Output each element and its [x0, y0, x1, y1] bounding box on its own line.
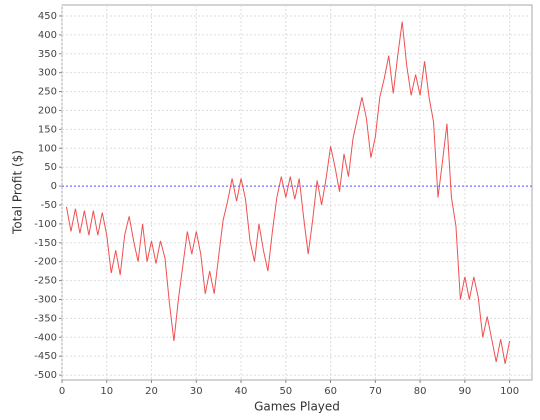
- y-tick-label: 450: [38, 11, 57, 22]
- y-tick-label: -450: [34, 351, 57, 362]
- y-tick-label: 150: [38, 124, 57, 135]
- x-tick-label: 0: [59, 386, 65, 397]
- y-tick-label: 50: [44, 162, 57, 173]
- y-tick-label: -500: [34, 370, 57, 381]
- plot-area: [61, 4, 533, 381]
- y-tick-label: 200: [38, 105, 57, 116]
- x-tick-label: 60: [324, 386, 337, 397]
- y-tick-label: -200: [34, 257, 57, 268]
- x-tick-label: 10: [100, 386, 113, 397]
- x-tick-label: 40: [235, 386, 248, 397]
- y-tick-label: -250: [34, 276, 57, 287]
- data-line: [65, 21, 511, 364]
- y-tick-label: 350: [38, 49, 57, 60]
- y-tick-label: 400: [38, 30, 57, 41]
- x-tick-label: 70: [369, 386, 382, 397]
- x-tick-label: 50: [279, 386, 292, 397]
- x-axis-title: Games Played: [254, 400, 340, 414]
- y-tick-label: 300: [38, 68, 57, 79]
- y-tick-label: -400: [34, 332, 57, 343]
- y-tick-label: -50: [41, 200, 57, 211]
- x-tick-label: 20: [145, 386, 158, 397]
- y-tick-label: 250: [38, 87, 57, 98]
- y-axis-title: Total Profit ($): [11, 150, 25, 235]
- x-tick-label: 90: [458, 386, 471, 397]
- y-tick-label: 100: [38, 143, 57, 154]
- x-tick-label: 30: [190, 386, 203, 397]
- y-tick-label: 0: [51, 181, 57, 192]
- y-tick-label: -150: [34, 238, 57, 249]
- x-tick-label: 80: [414, 386, 427, 397]
- x-tick-label: 100: [500, 386, 519, 397]
- y-tick-label: -350: [34, 313, 57, 324]
- y-tick-label: -300: [34, 294, 57, 305]
- y-tick-label: -100: [34, 219, 57, 230]
